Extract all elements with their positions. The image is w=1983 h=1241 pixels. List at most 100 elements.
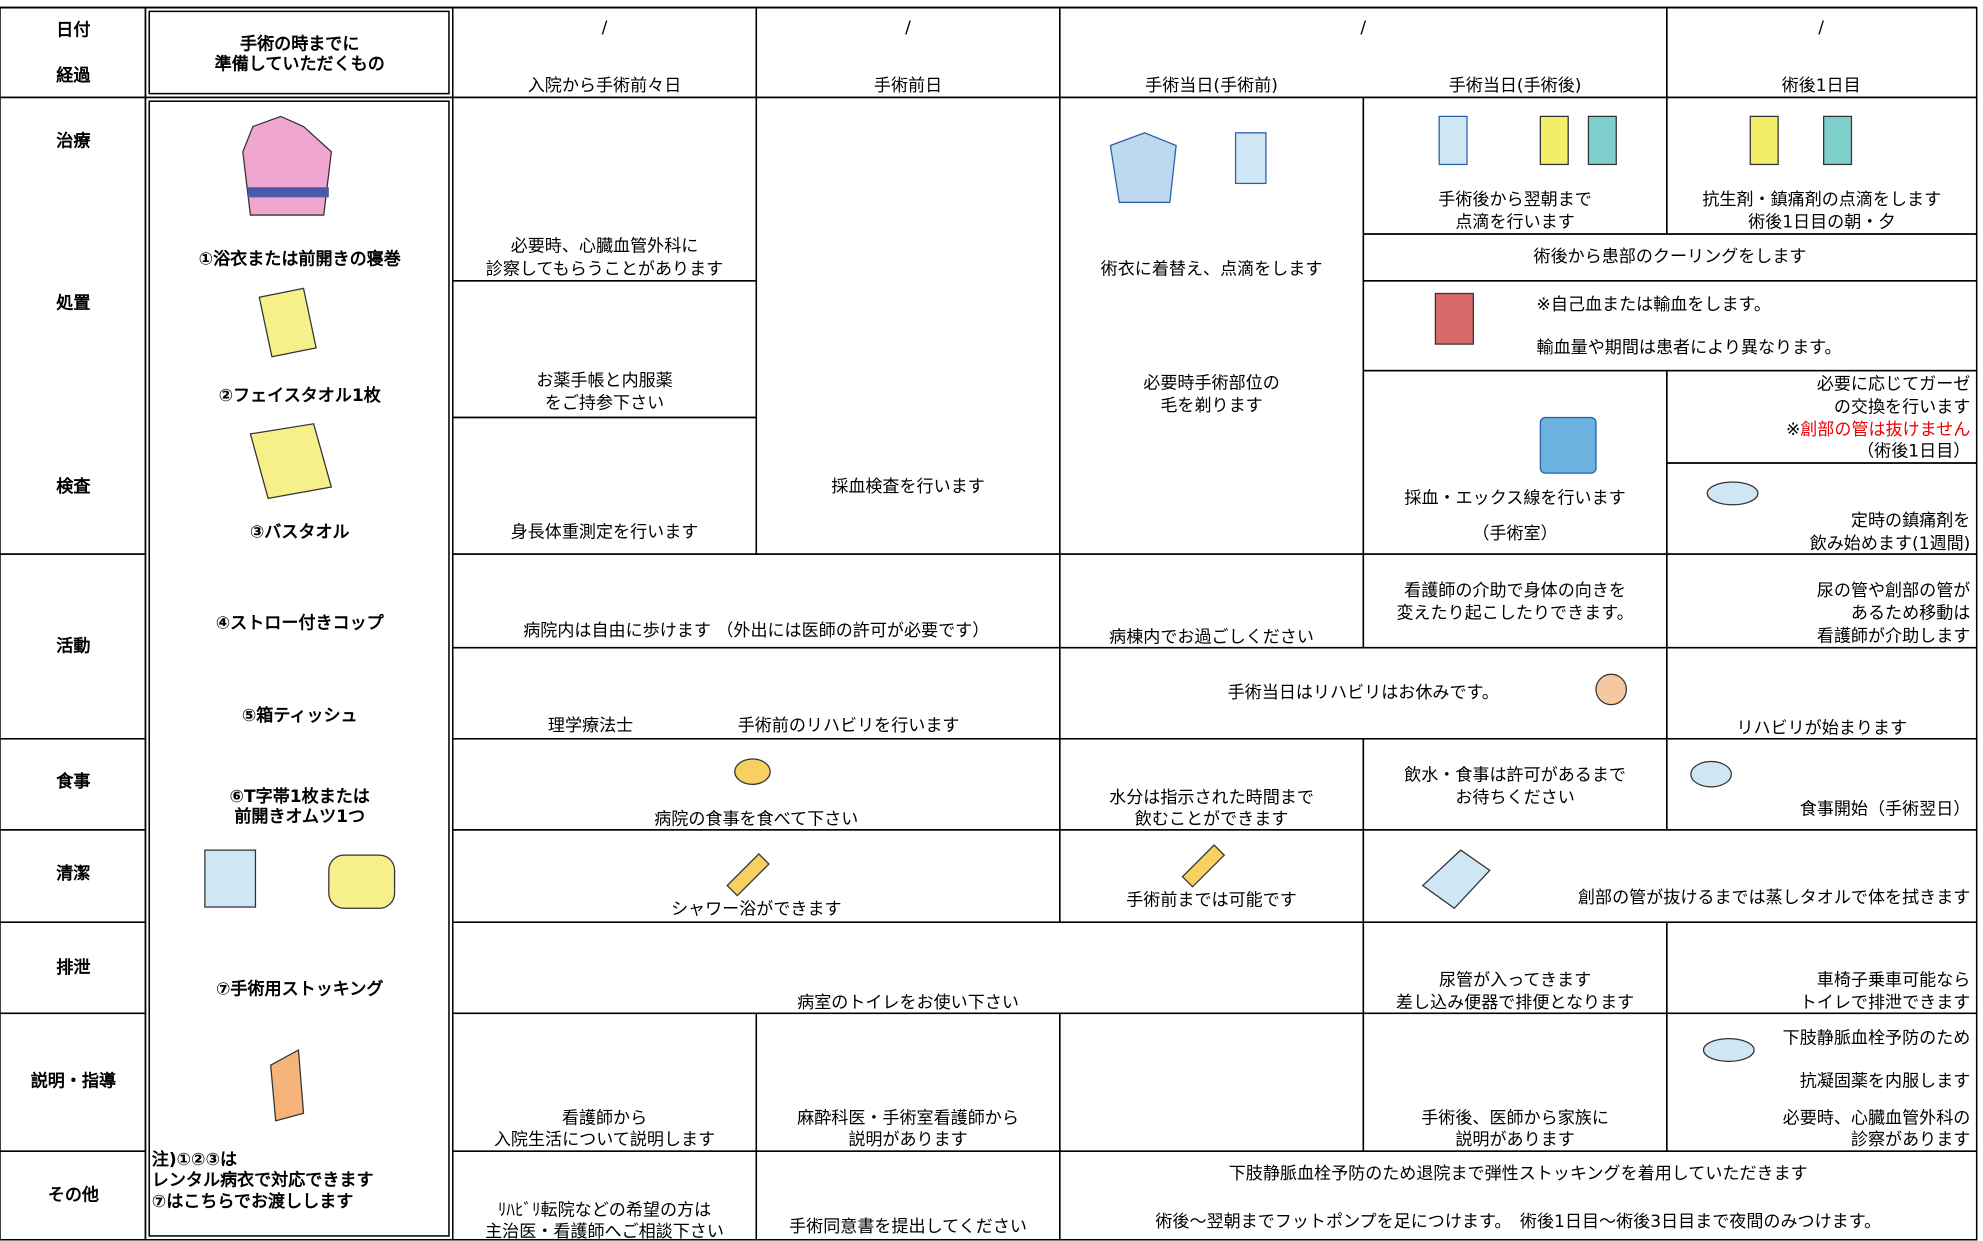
row-label: 排泄	[56, 957, 90, 978]
date: /	[905, 18, 911, 38]
date: /	[1818, 18, 1824, 38]
cell-text: 抗凝固薬を内服します	[1800, 1072, 1971, 1092]
cell-text: 下肢静脈血栓予防のため	[1783, 1029, 1971, 1049]
cell-border	[148, 100, 450, 1237]
cell-text: 定時の鎮痛剤を	[1851, 511, 1970, 531]
row-label: 検査	[56, 476, 91, 497]
cell-text: （手術室）	[1472, 524, 1557, 544]
icons	[204, 115, 1853, 1122]
prep-item: ⑥T字帯1枚または	[230, 786, 370, 807]
iv-bag-icon	[1823, 115, 1853, 166]
xray-icon	[1539, 416, 1597, 474]
prep-title: 準備していただくもの	[215, 54, 385, 75]
cell-border	[148, 10, 450, 95]
blood-bag-icon	[1434, 292, 1474, 345]
cell-text: 診察してもらうことがあります	[486, 259, 723, 279]
surgical-gown-icon	[1109, 132, 1177, 204]
iv-bag-icon	[1438, 115, 1468, 166]
cell-text: 車椅子乗車可能なら	[1817, 970, 1971, 990]
cell-text: 看護師の介助で身体の向きを	[1404, 581, 1626, 601]
cell-text: ※自己血または輸血をします。	[1537, 295, 1771, 315]
cell-text: 差し込み便器で排便となります	[1396, 993, 1634, 1013]
phase: 手術前日	[874, 76, 942, 96]
cell-text: 尿管が入ってきます	[1439, 970, 1591, 990]
cell-text: 病院内は自由に歩けます （外出には医師の許可が必要です）	[523, 621, 989, 641]
cell-text: 毛を剃ります	[1160, 396, 1262, 416]
cell-text: 変えたり起こしたりできます。	[1397, 604, 1634, 624]
cell-text: ※	[1786, 420, 1800, 440]
cell-border	[1059, 1150, 1978, 1241]
phase: 手術当日(手術前)	[1145, 76, 1278, 96]
cell-text: 麻酔科医・手術室看護師から	[797, 1108, 1019, 1128]
cell-text: 診察があります	[1851, 1130, 1970, 1150]
cell-text: 飲水・食事は許可があるまで	[1404, 765, 1626, 785]
phase: 手術当日(手術後)	[1449, 76, 1582, 96]
shower-icon	[726, 853, 770, 897]
cell-text: 必要時、心臓血管外科に	[511, 237, 699, 257]
prep-item: ⑤箱ティッシュ	[242, 705, 358, 726]
towel-icon	[1421, 849, 1491, 910]
meal-icon	[1690, 760, 1732, 788]
row-label: 活動	[56, 635, 90, 656]
diaper-icon	[328, 854, 396, 909]
cell-text: 身長体重測定を行います	[511, 523, 699, 543]
cell-text: 必要に応じてガーゼ	[1817, 375, 1971, 395]
hand-icon	[269, 1048, 305, 1122]
row-label: 日付	[56, 19, 90, 40]
cell-text: 尿の管や創部の管が	[1817, 581, 1971, 601]
cell-text: 手術前のリハビリを行います	[738, 716, 960, 736]
row-label: 清潔	[56, 863, 90, 884]
cell-text: 看護師が介助します	[1817, 626, 1971, 646]
cell-text: 説明があります	[848, 1130, 967, 1150]
cell-text: 抗生剤・鎮痛剤の点滴をします	[1702, 190, 1941, 210]
cell-text: （術後1日目）	[1857, 442, 1970, 462]
cell-text: 採血・エックス線を行います	[1404, 488, 1625, 508]
row-label: 食事	[56, 771, 90, 792]
cell-text: の交換を行います	[1834, 397, 1970, 417]
row-label: 治療	[56, 131, 91, 152]
cell-text: ※創部の管は抜けません	[1786, 420, 1970, 440]
row-label: 経過	[56, 65, 91, 86]
cell-text: 術後1日目の朝・夕	[1748, 213, 1895, 233]
pill-icon	[1702, 1037, 1755, 1062]
cell-text: 主治医・看護師へご相談下さい	[485, 1222, 724, 1241]
cell-text: 手術前までは可能です	[1126, 891, 1297, 911]
row-label: その他	[48, 1184, 99, 1205]
cell-text: 手術同意書を提出してください	[789, 1217, 1027, 1237]
cell-text: 病院の食事を食べて下さい	[654, 810, 858, 830]
iv-bag-icon	[1749, 115, 1779, 166]
cell-text: 手術当日はリハビリはお休みです。	[1228, 683, 1499, 703]
cell-text: シャワー浴ができます	[671, 900, 842, 920]
phase: 入院から手術前々日	[528, 76, 682, 96]
cell-text: 飲むことができます	[1135, 810, 1289, 830]
cell-text: 水分は指示された時間まで	[1109, 788, 1314, 808]
cell-text: リハビリが始まります	[1736, 719, 1907, 739]
cell-text: お待ちください	[1455, 788, 1574, 808]
prep-item: ③バスタオル	[250, 523, 350, 543]
cell-text: 食事開始（手術翌日）	[1800, 800, 1971, 820]
cell-text: 創部の管が抜けるまでは蒸しタオルで体を拭きます	[1578, 888, 1970, 908]
row-label: 処置	[55, 294, 90, 314]
cell-text: 術衣に着替え、点滴をします	[1101, 259, 1323, 279]
cell-text: 術後から患部のクーリングをします	[1534, 247, 1807, 267]
prep-title: 手術の時までに	[240, 33, 359, 54]
gown-belt	[247, 187, 329, 198]
cell-text: あるため移動は	[1851, 604, 1970, 624]
cell-text: 病棟内でお過ごしください	[1109, 628, 1314, 648]
cell-text: 理学療法士	[548, 716, 633, 736]
prep-item: ②フェイスタオル1枚	[219, 385, 382, 406]
towel-icon	[258, 287, 317, 358]
prep-note: レンタル病衣で対応できます	[152, 1169, 374, 1190]
cell-text: 必要時手術部位の	[1143, 373, 1279, 393]
cell-text: 看護師から	[562, 1108, 647, 1128]
date: /	[602, 18, 608, 38]
iv-bag-icon	[1234, 132, 1267, 185]
cell-text: をご持参下さい	[545, 394, 664, 414]
cell-text: お薬手帳と内服薬	[536, 371, 672, 391]
prep-item: 前開きオムツ1つ	[234, 806, 365, 827]
cell-text: 点滴を行います	[1455, 213, 1574, 233]
t-band-icon	[204, 849, 257, 908]
